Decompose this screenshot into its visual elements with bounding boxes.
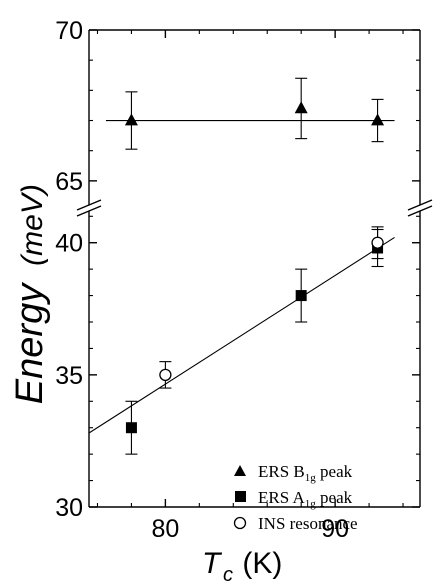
axis-break-mark-left xyxy=(76,199,102,211)
axis-break-mark-right xyxy=(407,199,433,211)
legend-item: ERS B1g peak xyxy=(234,462,353,484)
legend-label-sub: 1g xyxy=(305,498,317,510)
axis-break-gap-right xyxy=(406,205,434,211)
legend-label-tail: peak xyxy=(316,488,353,507)
fit-lines xyxy=(88,119,395,434)
legend-square-marker xyxy=(235,491,246,502)
legend-label-main: INS resonance xyxy=(258,514,358,533)
data-point-triangle xyxy=(294,101,308,114)
legend-item: INS resonance xyxy=(233,514,358,533)
axis-break-mark-left xyxy=(76,205,102,217)
legend-label: INS resonance xyxy=(258,514,358,533)
legend-label-main: ERS A xyxy=(258,488,305,507)
data-point-circle xyxy=(159,368,172,382)
data-point-square xyxy=(295,290,307,302)
y-tick-label: 30 xyxy=(55,494,83,522)
legend-label-sub: 1g xyxy=(305,472,317,484)
x-axis-title-sub: c xyxy=(223,564,233,586)
axis-break-mark-right xyxy=(407,205,433,217)
y-tick-label: 35 xyxy=(55,362,83,390)
y-tick-label: 40 xyxy=(55,230,83,258)
legend-label-main: ERS B xyxy=(258,462,305,481)
axes: 65 70 30 35 40 80 90 xyxy=(55,17,434,543)
legend-label: ERS B1g peak xyxy=(258,462,353,484)
y-axis-title-unit: (meV) xyxy=(16,184,49,266)
data-point-triangle xyxy=(124,113,138,126)
legend-circle-marker xyxy=(233,516,247,530)
data-point-triangle xyxy=(371,113,385,126)
legend-label-tail: peak xyxy=(316,462,353,481)
legend: ERS B1g peak ERS A1g peak INS resonance xyxy=(233,462,358,533)
legend-triangle-marker xyxy=(234,465,246,476)
data-marks xyxy=(124,77,385,455)
y-tick-label: 65 xyxy=(55,168,83,196)
x-axis-title-unit: (K) xyxy=(234,547,282,580)
x-axis-title-var: T xyxy=(202,547,223,580)
x-tick-label: 90 xyxy=(321,515,349,543)
axis-break-gap-left xyxy=(75,205,103,211)
data-point-circle xyxy=(371,236,384,249)
legend-item: ERS A1g peak xyxy=(235,488,353,510)
y-axis-title-main: Energy xyxy=(9,282,51,404)
x-tick-label: 80 xyxy=(151,515,179,543)
fit-line-lower xyxy=(88,236,395,434)
y-tick-label: 70 xyxy=(55,17,83,45)
data-point-square xyxy=(125,422,137,434)
legend-label: ERS A1g peak xyxy=(258,488,353,510)
